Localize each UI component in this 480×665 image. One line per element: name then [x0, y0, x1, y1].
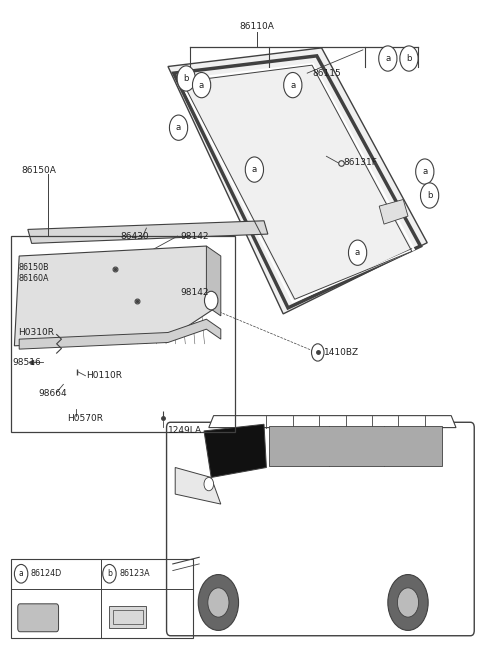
- Polygon shape: [109, 606, 146, 628]
- Circle shape: [245, 157, 264, 182]
- Text: a: a: [252, 165, 257, 174]
- Circle shape: [103, 565, 116, 583]
- Polygon shape: [269, 426, 442, 466]
- Text: 98142: 98142: [180, 288, 208, 297]
- Circle shape: [204, 477, 214, 491]
- Text: a: a: [290, 80, 295, 90]
- Text: 86150B: 86150B: [18, 263, 49, 272]
- Circle shape: [14, 565, 28, 583]
- Text: 86124D: 86124D: [31, 569, 62, 579]
- Text: 86430: 86430: [120, 231, 149, 241]
- Text: 1249LA: 1249LA: [168, 426, 202, 436]
- Text: H0110R: H0110R: [86, 371, 122, 380]
- Circle shape: [192, 72, 211, 98]
- Text: b: b: [427, 191, 432, 200]
- Circle shape: [388, 575, 428, 630]
- Circle shape: [348, 240, 367, 265]
- Polygon shape: [14, 246, 218, 346]
- Circle shape: [198, 575, 239, 630]
- Text: a: a: [422, 167, 427, 176]
- Polygon shape: [19, 319, 221, 349]
- Text: 98142: 98142: [180, 231, 208, 241]
- Text: H0570R: H0570R: [67, 414, 103, 424]
- Text: 98516: 98516: [12, 358, 41, 367]
- Text: 1410BZ: 1410BZ: [324, 348, 359, 357]
- Text: b: b: [107, 569, 112, 579]
- Text: b: b: [406, 54, 412, 63]
- Text: a: a: [385, 54, 390, 63]
- Circle shape: [416, 159, 434, 184]
- FancyBboxPatch shape: [167, 422, 474, 636]
- Circle shape: [208, 588, 229, 617]
- Text: a: a: [176, 123, 181, 132]
- Polygon shape: [28, 221, 268, 243]
- Circle shape: [397, 588, 419, 617]
- Text: a: a: [355, 248, 360, 257]
- Polygon shape: [168, 48, 427, 314]
- Text: 86110A: 86110A: [240, 22, 274, 31]
- Polygon shape: [379, 200, 408, 224]
- Circle shape: [312, 344, 324, 361]
- Text: 86115: 86115: [312, 68, 341, 78]
- Circle shape: [379, 46, 397, 71]
- Text: 86150A: 86150A: [22, 166, 57, 176]
- Circle shape: [177, 66, 195, 91]
- Bar: [11, 559, 193, 638]
- Text: 98664: 98664: [38, 389, 67, 398]
- Circle shape: [204, 291, 218, 310]
- Circle shape: [284, 72, 302, 98]
- Bar: [11, 236, 235, 432]
- Polygon shape: [204, 424, 266, 477]
- Text: b: b: [183, 74, 189, 83]
- Circle shape: [420, 183, 439, 208]
- Polygon shape: [175, 467, 221, 504]
- Text: a: a: [199, 80, 204, 90]
- Circle shape: [400, 46, 418, 71]
- Text: 86123A: 86123A: [119, 569, 150, 579]
- Polygon shape: [209, 416, 456, 428]
- Text: 86160A: 86160A: [18, 274, 49, 283]
- Text: H0310R: H0310R: [18, 328, 54, 337]
- Polygon shape: [206, 246, 221, 316]
- FancyBboxPatch shape: [18, 604, 59, 632]
- Text: a: a: [19, 569, 24, 579]
- Circle shape: [169, 115, 188, 140]
- Text: 86131F: 86131F: [343, 158, 377, 168]
